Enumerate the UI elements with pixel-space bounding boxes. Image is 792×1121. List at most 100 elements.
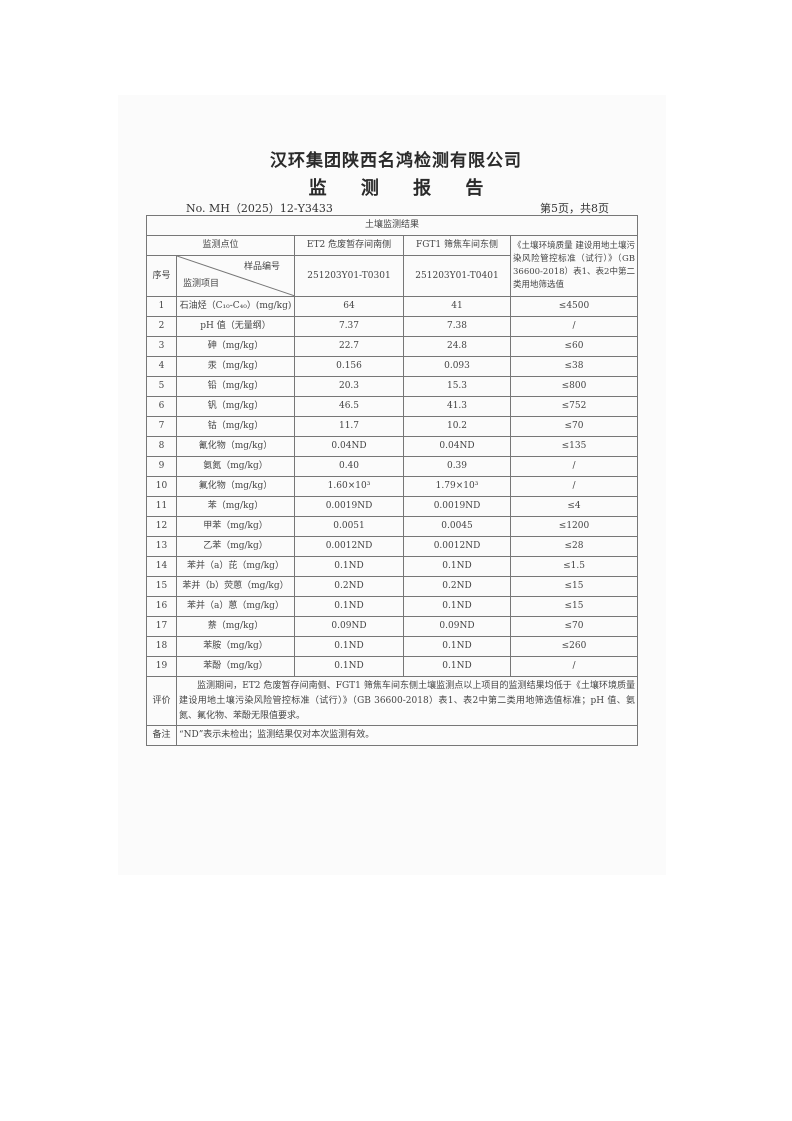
cell-v2: 0.0012ND <box>403 536 511 557</box>
point-label: 监测点位 <box>146 235 295 256</box>
cell-no: 18 <box>146 636 177 657</box>
table-row: 11 苯（mg/kg） 0.0019ND 0.0019ND ≤4 <box>146 496 639 517</box>
note-label: 备注 <box>146 725 177 746</box>
table-row: 8 氰化物（mg/kg） 0.04ND 0.04ND ≤135 <box>146 436 639 457</box>
table-row: 3 砷（mg/kg） 22.7 24.8 ≤60 <box>146 336 639 357</box>
report-number: No. MH（2025）12-Y3433 <box>186 202 333 215</box>
cell-item: 钒（mg/kg） <box>176 396 295 417</box>
cell-std: ≤1.5 <box>509 556 639 577</box>
sample-no-1: 251203Y01-T0301 <box>294 255 404 297</box>
cell-item: 氰化物（mg/kg） <box>176 436 295 457</box>
cell-no: 14 <box>146 556 177 577</box>
diagonal-header-cell: 样品编号 监测项目 <box>176 255 295 297</box>
cell-v2: 0.1ND <box>403 636 511 657</box>
sample-no-2: 251203Y01-T0401 <box>403 255 511 297</box>
cell-no: 3 <box>146 336 177 357</box>
cell-v1: 0.156 <box>294 356 404 377</box>
cell-v1: 0.2ND <box>294 576 404 597</box>
cell-no: 15 <box>146 576 177 597</box>
cell-v2: 0.2ND <box>403 576 511 597</box>
cell-v2: 0.04ND <box>403 436 511 457</box>
cell-v2: 7.38 <box>403 316 511 337</box>
cell-no: 9 <box>146 456 177 477</box>
table-row: 19 苯酚（mg/kg） 0.1ND 0.1ND / <box>146 656 639 677</box>
cell-std: ≤752 <box>509 396 639 417</box>
cell-item: 乙苯（mg/kg） <box>176 536 295 557</box>
cell-item: 氟化物（mg/kg） <box>176 476 295 497</box>
table-row: 15 苯并（b）荧蒽（mg/kg） 0.2ND 0.2ND ≤15 <box>146 576 639 597</box>
cell-no: 5 <box>146 376 177 397</box>
point-2: FGT1 筛焦车间东侧 <box>403 235 511 256</box>
eval-label: 评价 <box>146 676 177 726</box>
table-row: 6 钒（mg/kg） 46.5 41.3 ≤752 <box>146 396 639 417</box>
cell-no: 12 <box>146 516 177 537</box>
table-row: 17 萘（mg/kg） 0.09ND 0.09ND ≤70 <box>146 616 639 637</box>
cell-v1: 0.04ND <box>294 436 404 457</box>
cell-std: ≤800 <box>509 376 639 397</box>
cell-no: 17 <box>146 616 177 637</box>
cell-v1: 11.7 <box>294 416 404 437</box>
table-row: 4 汞（mg/kg） 0.156 0.093 ≤38 <box>146 356 639 377</box>
results-table: 土壤监测结果 监测点位 ET2 危废暂存间南侧 FGT1 筛焦车间东侧 《土壤环… <box>145 215 639 746</box>
cell-v1: 0.1ND <box>294 556 404 577</box>
cell-v1: 0.0012ND <box>294 536 404 557</box>
cell-std: ≤15 <box>509 576 639 597</box>
cell-v1: 7.37 <box>294 316 404 337</box>
cell-v1: 0.0019ND <box>294 496 404 517</box>
cell-v2: 0.1ND <box>403 556 511 577</box>
company-name: 汉环集团陕西名鸿检测有限公司 <box>270 151 522 171</box>
cell-std: / <box>509 656 639 677</box>
cell-std: ≤28 <box>509 536 639 557</box>
cell-v2: 0.1ND <box>403 656 511 677</box>
cell-v2: 0.0045 <box>403 516 511 537</box>
cell-std: / <box>509 456 639 477</box>
table-row: 12 甲苯（mg/kg） 0.0051 0.0045 ≤1200 <box>146 516 639 537</box>
cell-item: 氨氮（mg/kg） <box>176 456 295 477</box>
cell-std: ≤70 <box>509 616 639 637</box>
note-text: “ND”表示未检出；监测结果仅对本次监测有效。 <box>175 725 639 746</box>
cell-v1: 0.40 <box>294 456 404 477</box>
cell-v2: 0.39 <box>403 456 511 477</box>
cell-v1: 0.1ND <box>294 636 404 657</box>
cell-std: ≤135 <box>509 436 639 457</box>
cell-std: ≤70 <box>509 416 639 437</box>
cell-std: ≤4 <box>509 496 639 517</box>
cell-item: 苯（mg/kg） <box>176 496 295 517</box>
table-row: 13 乙苯（mg/kg） 0.0012ND 0.0012ND ≤28 <box>146 536 639 557</box>
cell-item: 苯并（a）芘（mg/kg） <box>176 556 295 577</box>
table-row: 10 氟化物（mg/kg） 1.60×10³ 1.79×10³ / <box>146 476 639 497</box>
cell-no: 13 <box>146 536 177 557</box>
cell-no: 2 <box>146 316 177 337</box>
cell-no: 10 <box>146 476 177 497</box>
cell-v2: 0.093 <box>403 356 511 377</box>
item-label: 监测项目 <box>183 279 220 289</box>
cell-v1: 64 <box>294 296 404 317</box>
cell-no: 7 <box>146 416 177 437</box>
table-row: 5 铅（mg/kg） 20.3 15.3 ≤800 <box>146 376 639 397</box>
cell-std: ≤60 <box>509 336 639 357</box>
cell-std: ≤260 <box>509 636 639 657</box>
cell-v1: 0.09ND <box>294 616 404 637</box>
cell-item: 苯酚（mg/kg） <box>176 656 295 677</box>
cell-v2: 41 <box>403 296 511 317</box>
cell-item: 甲苯（mg/kg） <box>176 516 295 537</box>
cell-std: ≤4500 <box>509 296 639 317</box>
table-row: 2 pH 值（无量纲） 7.37 7.38/ <box>146 316 639 337</box>
cell-item: 苯并（a）蒽（mg/kg） <box>176 596 295 617</box>
cell-std: / <box>509 476 639 497</box>
cell-no: 8 <box>146 436 177 457</box>
cell-item: 石油烃（C₁₀-C₄₀）(mg/kg) <box>176 296 295 317</box>
diagonal-line <box>177 256 295 296</box>
cell-v1: 1.60×10³ <box>294 476 404 497</box>
cell-v2: 0.09ND <box>403 616 511 637</box>
cell-item: 苯并（b）荧蒽（mg/kg） <box>176 576 295 597</box>
cell-v1: 0.1ND <box>294 656 404 677</box>
stamp-fragment <box>656 395 664 465</box>
cell-item: 铅（mg/kg） <box>176 376 295 397</box>
table-row: 1 石油烃（C₁₀-C₄₀）(mg/kg) 64 41 ≤4500 <box>146 296 639 317</box>
cell-v2: 10.2 <box>403 416 511 437</box>
cell-v1: 0.0051 <box>294 516 404 537</box>
cell-item: 钴（mg/kg） <box>176 416 295 437</box>
table-row: 7 钴（mg/kg） 11.7 10.2 ≤70 <box>146 416 639 437</box>
